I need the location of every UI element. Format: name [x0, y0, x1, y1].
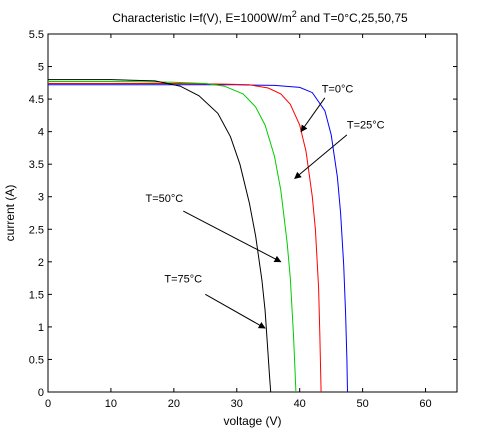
y-tick-label: 3.5 — [29, 159, 44, 171]
y-tick-label: 0 — [38, 387, 44, 399]
chart-title: Characteristic I=f(V), E=1000W/m2 and T=… — [112, 9, 408, 25]
y-tick-label: 5 — [38, 62, 44, 74]
y-tick-label: 2 — [38, 257, 44, 269]
annotation-label-a0: T=0°C — [322, 84, 354, 96]
y-tick-label: 0.5 — [29, 354, 44, 366]
x-tick-label: 40 — [294, 398, 306, 410]
y-tick-label: 2.5 — [29, 224, 44, 236]
plot-area — [47, 33, 458, 393]
annotation-label-a25: T=25°C — [347, 119, 385, 131]
y-tick-label: 4 — [38, 127, 44, 139]
y-tick-label: 5.5 — [29, 29, 44, 41]
x-tick-label: 60 — [419, 398, 431, 410]
y-tick-label: 1.5 — [29, 289, 44, 301]
annotation-arrow-a25 — [294, 134, 348, 179]
annotation-label-a50: T=50°C — [146, 193, 184, 205]
series-layer — [48, 79, 348, 393]
series-line-t0 — [48, 84, 348, 393]
series-line-t25 — [48, 83, 322, 393]
annotation-arrow-a50 — [183, 210, 282, 263]
x-axis-label: voltage (V) — [223, 414, 281, 428]
y-tick-label: 3 — [38, 192, 44, 204]
annotation-arrow-a75 — [205, 293, 266, 329]
series-line-t50 — [48, 81, 297, 393]
x-tick-label: 20 — [168, 398, 180, 410]
series-line-t75 — [48, 79, 272, 393]
x-tick-label: 10 — [105, 398, 117, 410]
tick-layer: 0 10 20 30 40 50 60 0 0.5 1 1.5 2 2.5 3 3.5 4 4.5 5 5.5 — [29, 29, 457, 410]
x-tick-label: 50 — [356, 398, 368, 410]
y-tick-label: 4.5 — [29, 94, 44, 106]
annotation-layer: T=0°C T=25°C T=50°C T=75°C — [146, 84, 385, 329]
x-tick-label: 0 — [45, 398, 51, 410]
y-tick-label: 1 — [38, 322, 44, 334]
y-axis-label: current (A) — [3, 185, 17, 242]
annotation-arrow-a0 — [300, 97, 326, 133]
x-tick-label: 30 — [231, 398, 243, 410]
annotation-label-a75: T=75°C — [164, 274, 202, 286]
